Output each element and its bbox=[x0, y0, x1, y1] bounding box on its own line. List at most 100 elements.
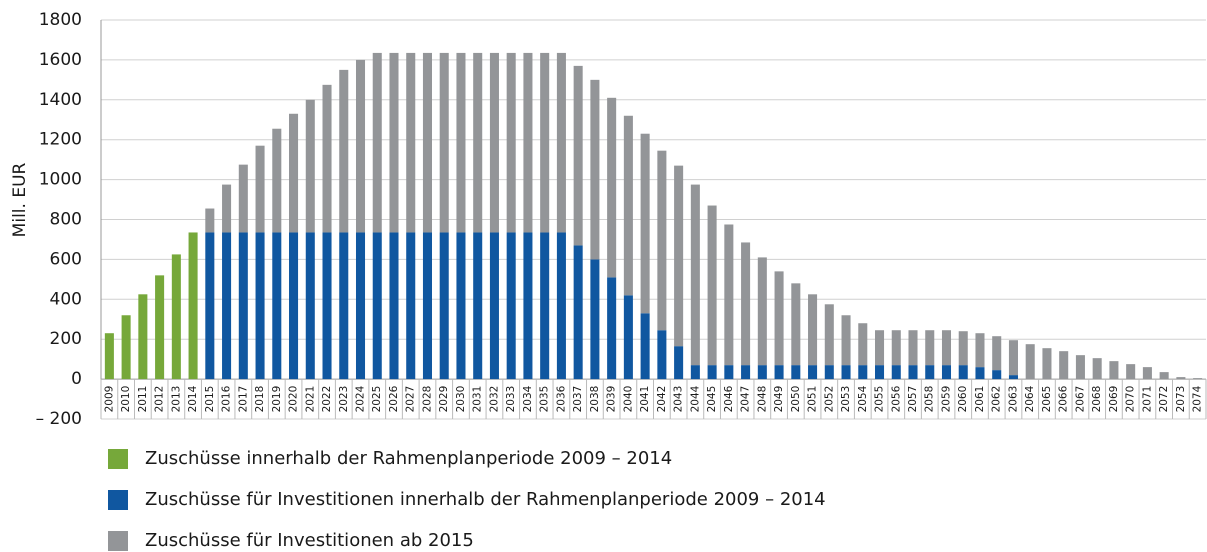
bar-segment bbox=[774, 365, 784, 380]
bar-segment bbox=[238, 232, 248, 380]
x-tick-label: 2019 bbox=[271, 386, 283, 413]
x-tick-label: 2016 bbox=[221, 385, 233, 412]
bar-segment bbox=[272, 232, 282, 380]
bar-segment bbox=[573, 65, 583, 246]
bar-segment bbox=[523, 52, 533, 233]
bar-segment bbox=[858, 365, 868, 380]
bar-segment bbox=[741, 242, 751, 366]
bar-segment bbox=[908, 330, 918, 366]
y-tick-label: 1600 bbox=[39, 50, 82, 70]
bar-segment bbox=[456, 52, 466, 233]
bar-segment bbox=[791, 365, 801, 380]
bar-segment bbox=[506, 232, 516, 380]
x-tick-label: 2057 bbox=[907, 386, 919, 413]
bar-segment bbox=[724, 365, 734, 380]
bar-segment bbox=[473, 52, 483, 233]
bar-segment bbox=[841, 365, 851, 380]
bar-segment bbox=[674, 346, 684, 380]
x-tick-label: 2042 bbox=[656, 386, 668, 413]
x-tick-label: 2056 bbox=[890, 385, 902, 412]
bar-segment bbox=[389, 232, 399, 380]
x-tick-label: 2043 bbox=[673, 386, 685, 413]
y-tick-label: 1200 bbox=[39, 130, 82, 150]
bar-segment bbox=[791, 283, 801, 366]
x-tick-label: 2048 bbox=[756, 386, 768, 413]
bar-segment bbox=[456, 232, 466, 380]
bar-segment bbox=[573, 245, 583, 380]
bar-segment bbox=[523, 232, 533, 380]
bar-segment bbox=[992, 370, 1002, 380]
x-tick-label: 2011 bbox=[137, 386, 149, 413]
bar-segment bbox=[205, 208, 215, 233]
bar-segment bbox=[322, 84, 332, 233]
bar-segment bbox=[657, 150, 667, 331]
x-tick-label: 2023 bbox=[338, 386, 350, 413]
bar-segment bbox=[590, 259, 600, 380]
y-axis-label: Mill. EUR bbox=[10, 162, 30, 237]
bar-segment bbox=[439, 52, 449, 233]
bar-segment bbox=[941, 330, 952, 366]
bar-segment bbox=[1042, 348, 1052, 380]
legend-swatch bbox=[108, 449, 128, 469]
x-tick-label: 2053 bbox=[840, 386, 852, 413]
bar-segment bbox=[1159, 372, 1169, 380]
bar-segment bbox=[305, 99, 315, 233]
x-tick-label: 2024 bbox=[355, 385, 367, 412]
x-tick-label: 2014 bbox=[187, 385, 199, 412]
x-tick-label: 2037 bbox=[572, 386, 584, 413]
x-tick-label: 2017 bbox=[237, 386, 249, 413]
bar-segment bbox=[272, 128, 282, 233]
x-tick-label: 2026 bbox=[388, 385, 400, 412]
bar-segment bbox=[255, 232, 265, 380]
x-tick-label: 2050 bbox=[790, 386, 802, 413]
bar-segment bbox=[757, 365, 767, 380]
x-tick-label: 2009 bbox=[103, 386, 115, 413]
bar-segment bbox=[422, 232, 432, 380]
bar-segment bbox=[1008, 375, 1018, 380]
bar-segment bbox=[355, 232, 366, 380]
bar-segment bbox=[222, 232, 232, 380]
x-tick-label: 2030 bbox=[455, 386, 467, 413]
legend-label: Zuschüsse für Investitionen innerhalb de… bbox=[145, 489, 826, 510]
bar-segment bbox=[741, 365, 751, 380]
y-tick-label: 600 bbox=[50, 249, 82, 269]
bar-segment bbox=[623, 295, 633, 380]
bar-segment bbox=[724, 224, 734, 366]
x-tick-label: 2064 bbox=[1024, 385, 1036, 412]
bar-segment bbox=[640, 133, 650, 314]
x-tick-label: 2058 bbox=[924, 386, 936, 413]
bar-segment bbox=[975, 367, 985, 380]
bar-segment bbox=[289, 232, 299, 380]
bar-segment bbox=[808, 294, 818, 366]
x-tick-label: 2012 bbox=[154, 386, 166, 413]
x-tick-label: 2031 bbox=[472, 386, 484, 413]
x-tick-label: 2022 bbox=[321, 386, 333, 413]
bar-segment bbox=[958, 365, 968, 380]
bar-segment bbox=[657, 330, 667, 380]
x-tick-label: 2065 bbox=[1041, 386, 1053, 413]
x-tick-label: 2039 bbox=[606, 386, 618, 413]
x-tick-label: 2072 bbox=[1158, 386, 1170, 413]
legend-swatch bbox=[108, 490, 128, 510]
bar-segment bbox=[1193, 378, 1203, 380]
bar-segment bbox=[389, 52, 399, 233]
bar-segment bbox=[372, 52, 382, 233]
bar-segment bbox=[255, 145, 265, 233]
y-tick-label: 1400 bbox=[39, 90, 82, 110]
x-tick-label: 2025 bbox=[371, 386, 383, 413]
bar-segment bbox=[138, 294, 148, 380]
bar-segment bbox=[1025, 344, 1035, 380]
x-tick-label: 2021 bbox=[304, 386, 316, 413]
bar-segment bbox=[171, 254, 181, 380]
bar-segment bbox=[607, 277, 617, 380]
x-tick-label: 2049 bbox=[773, 386, 785, 413]
bar-segment bbox=[540, 52, 550, 233]
bar-segment bbox=[858, 323, 868, 366]
x-tick-label: 2061 bbox=[974, 386, 986, 413]
bar-segment bbox=[1126, 364, 1136, 380]
bar-segment bbox=[422, 52, 432, 233]
x-tick-label: 2028 bbox=[421, 386, 433, 413]
bar-segment bbox=[690, 365, 700, 380]
bar-segment bbox=[556, 52, 566, 233]
